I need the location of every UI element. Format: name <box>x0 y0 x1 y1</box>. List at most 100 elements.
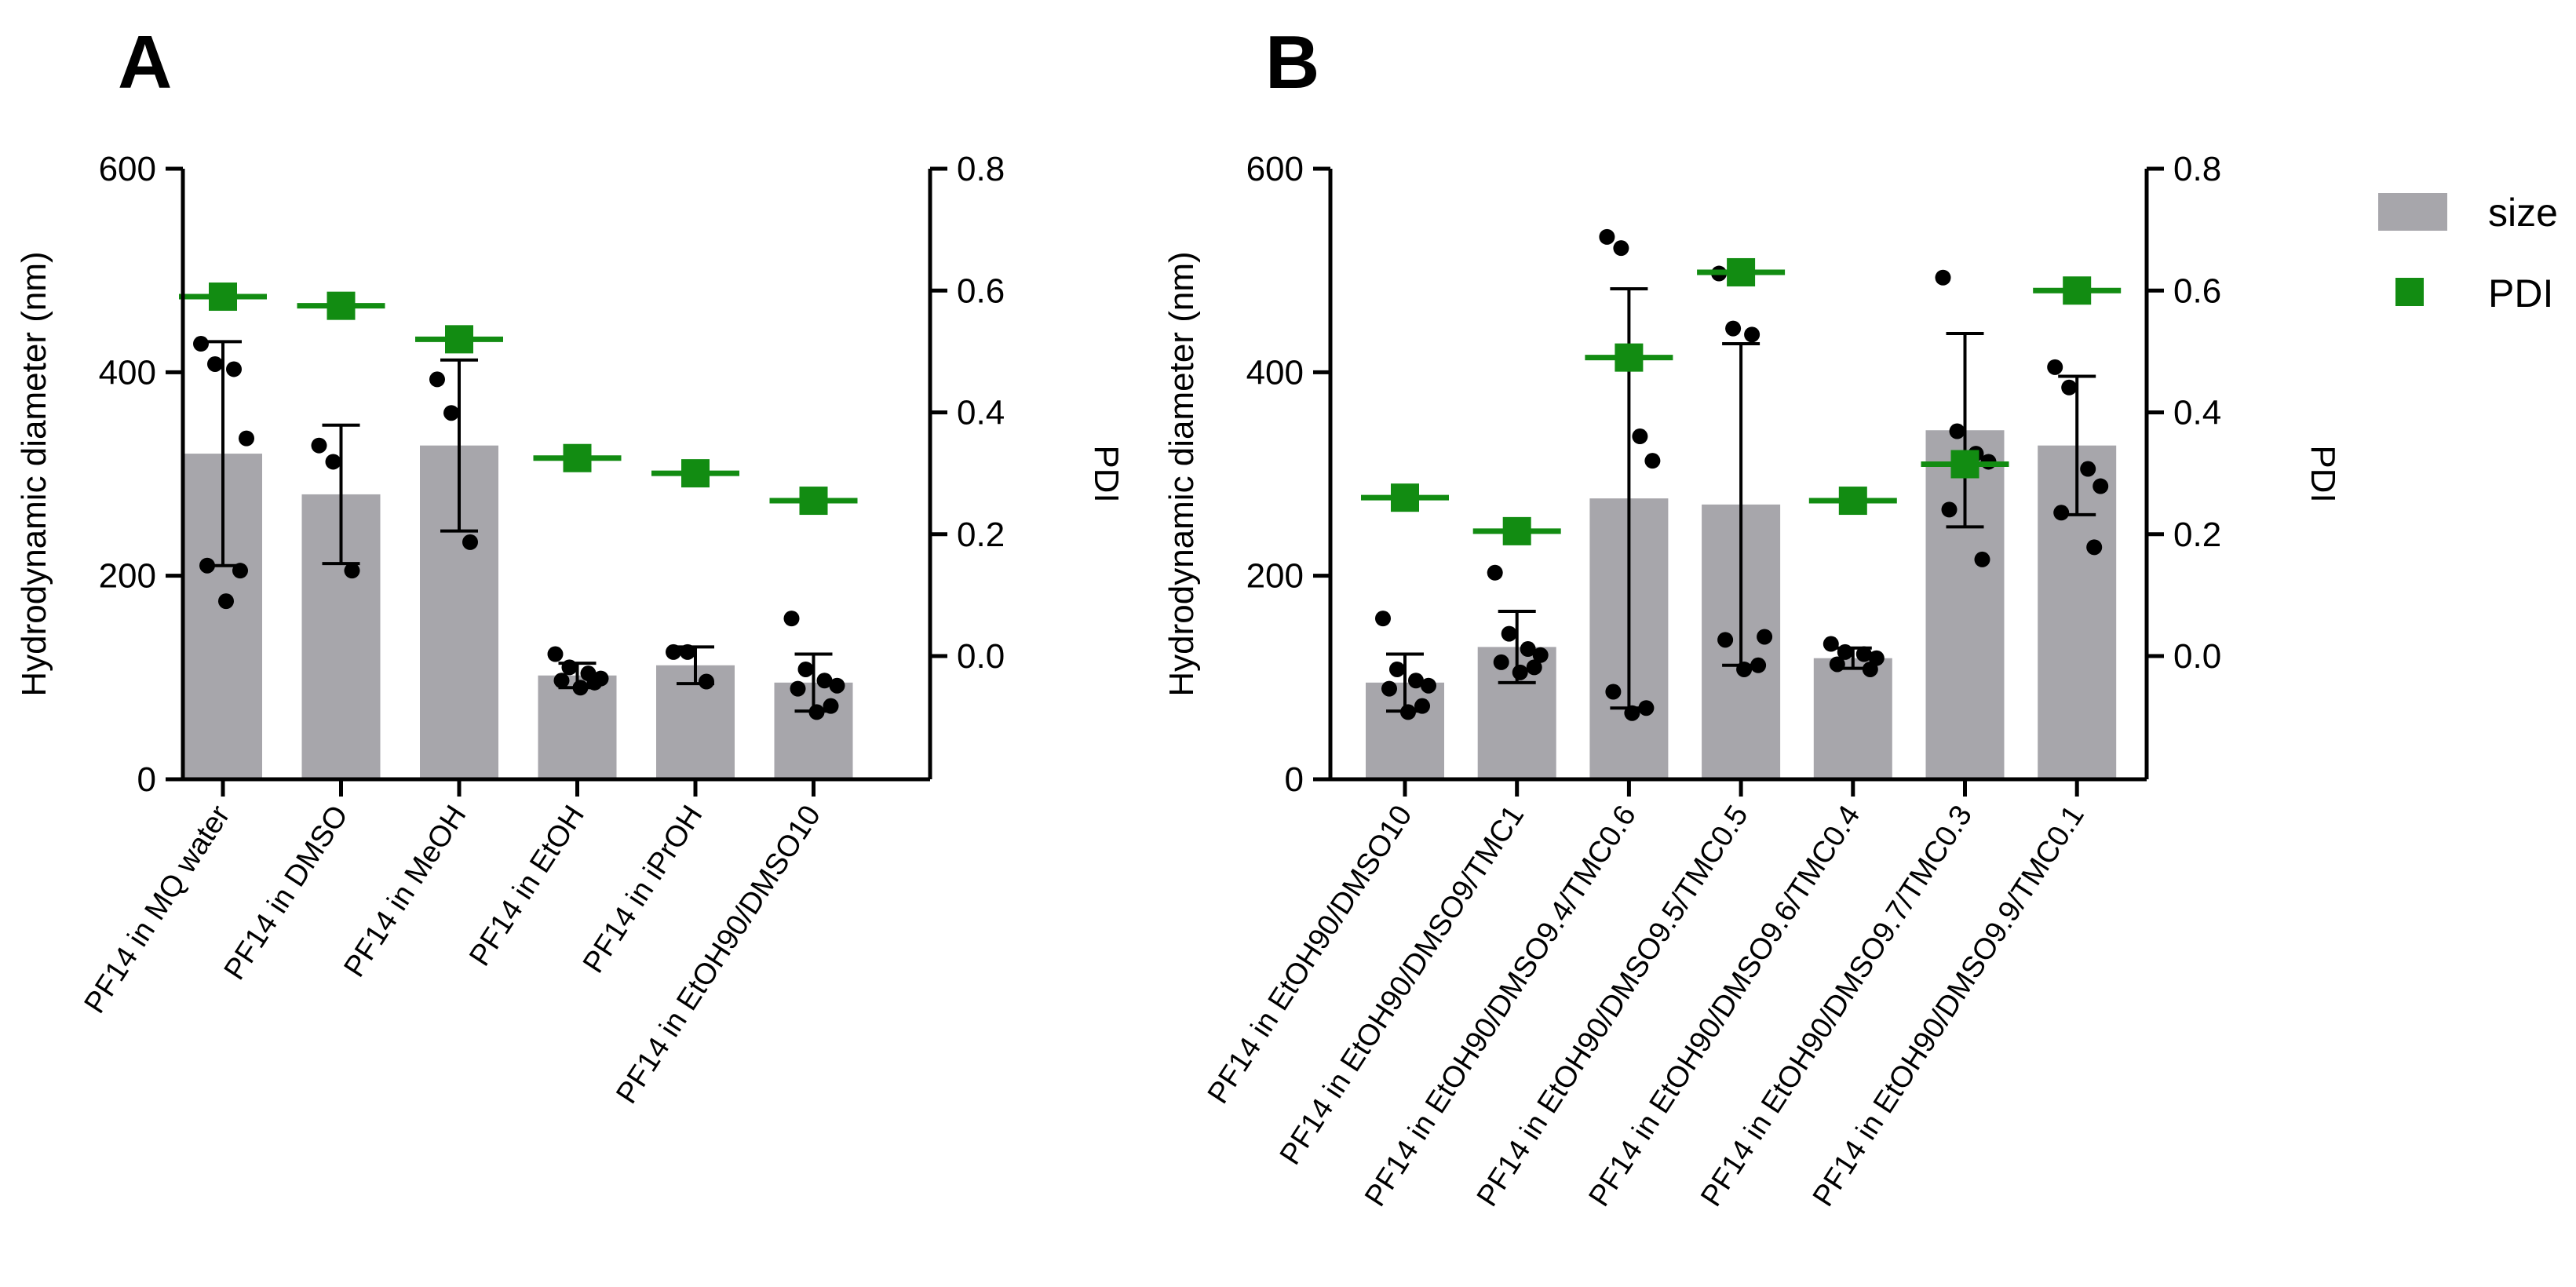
replicate-point <box>553 673 570 689</box>
y2-tick-label: 0.2 <box>2173 516 2221 554</box>
replicate-point <box>311 437 327 454</box>
replicate-point <box>1624 705 1640 721</box>
replicate-point <box>1599 228 1615 245</box>
replicate-point <box>572 680 589 696</box>
replicate-point <box>207 355 223 372</box>
y-tick-label: 600 <box>99 150 156 188</box>
replicate-point <box>586 674 603 691</box>
replicate-point <box>1837 644 1853 660</box>
pdi-marker <box>681 459 710 488</box>
replicate-point <box>1644 453 1661 469</box>
y2-axis-title: PDI <box>1087 445 1126 502</box>
pdi-marker <box>1615 343 1644 372</box>
replicate-point <box>193 336 209 352</box>
replicate-point <box>1613 240 1629 257</box>
replicate-point <box>790 680 806 697</box>
panel-a-letter: A <box>118 20 172 104</box>
pdi-marker <box>2063 276 2092 305</box>
category-label: PF14 in iPrOH <box>577 800 710 979</box>
pdi-marker <box>799 487 828 516</box>
replicate-point <box>547 646 564 662</box>
y2-tick-label: 0.6 <box>2173 272 2221 310</box>
replicate-point <box>1725 320 1742 337</box>
replicate-point <box>1736 661 1753 677</box>
y-tick-label: 0 <box>137 760 156 799</box>
replicate-point <box>1855 646 1872 662</box>
replicate-point <box>1829 656 1845 673</box>
y2-tick-label: 0.8 <box>2173 150 2221 188</box>
replicate-point <box>218 593 234 610</box>
replicate-point <box>1744 326 1761 343</box>
pdi-marker <box>1838 487 1867 516</box>
replicate-point <box>226 361 242 377</box>
category-label: PF14 in EtOH <box>463 800 591 972</box>
replicate-point <box>1526 659 1542 676</box>
replicate-point <box>666 644 681 660</box>
y-tick-label: 400 <box>1246 353 1304 392</box>
replicate-point <box>1414 698 1430 714</box>
pdi-marker <box>327 291 356 320</box>
y2-tick-label: 0.4 <box>957 394 1005 432</box>
replicate-point <box>1862 661 1878 677</box>
category-label: PF14 in EtOH90/DMSO10 <box>1202 800 1419 1110</box>
replicate-point <box>199 557 215 574</box>
replicate-point <box>2061 379 2078 396</box>
replicate-point <box>1717 632 1734 648</box>
replicate-point <box>325 454 341 470</box>
y-tick-label: 600 <box>1246 150 1304 188</box>
replicate-point <box>1935 269 1951 286</box>
replicate-point <box>1974 551 1990 567</box>
replicate-point <box>699 673 714 690</box>
replicate-point <box>1941 501 1958 518</box>
replicate-point <box>239 430 254 447</box>
pdi-marker <box>209 283 237 312</box>
replicate-point <box>829 677 845 694</box>
replicate-point <box>1949 423 1965 439</box>
replicate-point <box>344 563 360 579</box>
replicate-point <box>823 698 839 714</box>
replicate-point <box>2093 478 2109 494</box>
replicate-point <box>1632 428 1648 445</box>
legend-pdi-swatch <box>2395 278 2424 306</box>
y2-tick-label: 0.0 <box>2173 637 2221 676</box>
replicate-point <box>1532 647 1549 663</box>
size-bar <box>1813 658 1892 779</box>
pdi-marker <box>1950 450 1979 479</box>
y-axis-title: Hydrodynamic diameter (nm) <box>15 251 53 696</box>
legend-size-swatch <box>2378 193 2447 231</box>
y-axis-title: Hydrodynamic diameter (nm) <box>1162 251 1201 696</box>
replicate-point <box>429 371 445 388</box>
replicate-point <box>1421 677 1436 694</box>
y-tick-label: 400 <box>99 353 156 392</box>
replicate-point <box>1493 654 1509 670</box>
category-label: PF14 in MeOH <box>338 800 473 983</box>
replicate-point <box>2047 359 2063 375</box>
replicate-point <box>1750 657 1767 673</box>
panel-b-letter: B <box>1265 20 1319 104</box>
y-tick-label: 200 <box>99 557 156 596</box>
y-tick-label: 200 <box>1246 557 1304 596</box>
replicate-point <box>1400 704 1416 720</box>
pdi-marker <box>1502 516 1531 545</box>
replicate-point <box>797 661 814 677</box>
replicate-point <box>2053 505 2070 521</box>
replicate-point <box>443 405 459 421</box>
replicate-point <box>2086 539 2103 556</box>
replicate-point <box>1823 636 1839 652</box>
category-label: PF14 in EtOH90/DMSO10 <box>610 800 827 1110</box>
replicate-point <box>808 704 825 720</box>
replicate-point <box>1501 625 1517 642</box>
pdi-marker <box>563 443 592 472</box>
pdi-marker <box>445 325 473 354</box>
panel-a: A 0 200 400 600 0.0 0.2 0.4 0.6 0.8 Hydrodynamic … <box>15 20 1126 1110</box>
y2-tick-label: 0.8 <box>957 150 1005 188</box>
replicate-point <box>232 563 248 579</box>
replicate-point <box>561 659 578 676</box>
legend: size PDI <box>2378 191 2558 315</box>
replicate-point <box>1757 629 1773 645</box>
y2-axis-title: PDI <box>2304 445 2342 502</box>
category-label: PF14 in MQ water <box>78 800 237 1019</box>
replicate-point <box>1487 564 1503 581</box>
replicate-point <box>783 611 800 627</box>
category-label: PF14 in EtOH90/DMSO9/TMC1 <box>1274 800 1531 1171</box>
